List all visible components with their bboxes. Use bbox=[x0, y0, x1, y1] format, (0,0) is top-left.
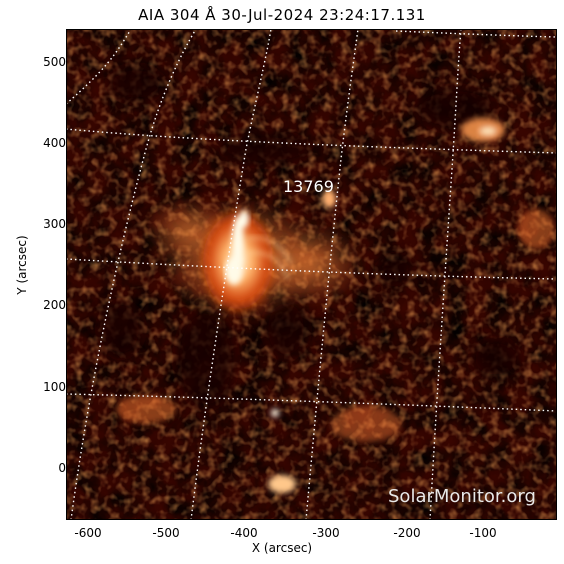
x-tick-label: -300 bbox=[312, 526, 340, 540]
y-tick-label: 100 bbox=[43, 380, 66, 394]
y-tick-label: 0 bbox=[58, 461, 66, 475]
solar-image-canvas bbox=[66, 29, 557, 520]
heliographic-grid bbox=[66, 29, 557, 520]
x-tick-label: -500 bbox=[152, 526, 180, 540]
watermark: SolarMonitor.org bbox=[388, 486, 536, 507]
solar-image bbox=[66, 29, 557, 520]
x-tick-label: -400 bbox=[230, 526, 258, 540]
active-region-label: 13769 bbox=[283, 177, 334, 196]
y-tick-label: 500 bbox=[43, 55, 66, 69]
x-axis-label: X (arcsec) bbox=[251, 541, 313, 555]
y-tick-label: 200 bbox=[43, 298, 66, 312]
y-tick-label: 300 bbox=[43, 217, 66, 231]
x-tick-label: -600 bbox=[74, 526, 102, 540]
y-tick-label: 400 bbox=[43, 136, 66, 150]
x-tick-label: -100 bbox=[469, 526, 497, 540]
image-title: AIA 304 Å 30-Jul-2024 23:24:17.131 bbox=[138, 6, 426, 24]
y-axis-label: Y (arcsec) bbox=[15, 235, 29, 295]
x-tick-label: -200 bbox=[393, 526, 421, 540]
